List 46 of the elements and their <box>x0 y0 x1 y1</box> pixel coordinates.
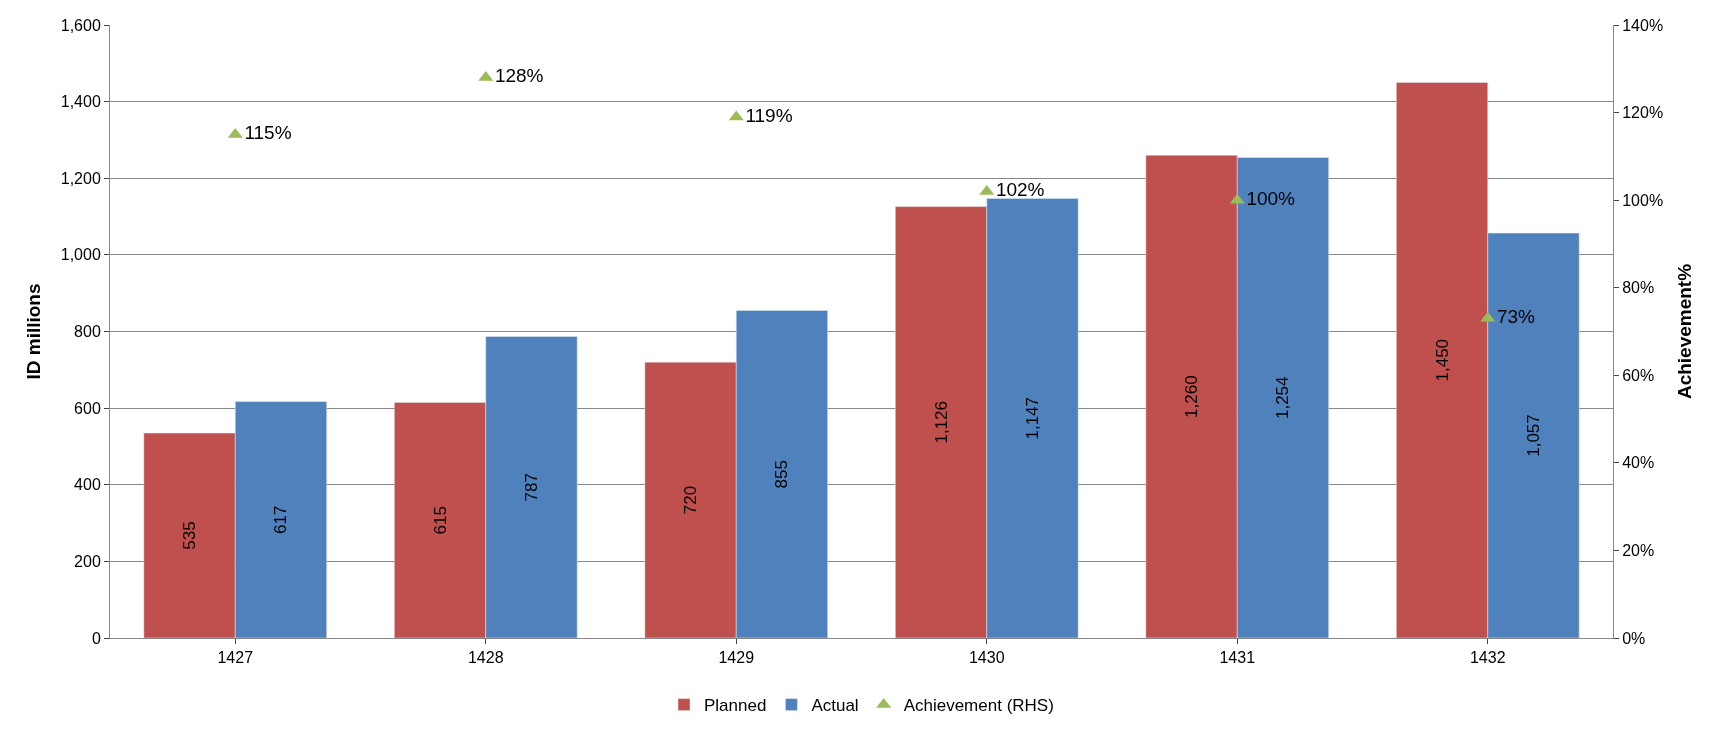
x-tick-label: 1429 <box>718 649 755 667</box>
y2-tick-label: 20% <box>1622 542 1655 560</box>
data-label: 720 <box>681 485 701 515</box>
data-label: 1,126 <box>931 401 951 444</box>
data-label: 617 <box>271 505 291 534</box>
x-tick-label: 1427 <box>217 649 254 667</box>
y2-tick-label: 0% <box>1622 629 1646 647</box>
data-label: 535 <box>180 521 200 550</box>
y-tick-label: 200 <box>74 552 101 570</box>
data-label: 102% <box>995 179 1045 201</box>
data-label: 73% <box>1496 306 1536 328</box>
data-label: 1,057 <box>1523 414 1543 457</box>
y-tick-label: 400 <box>74 476 101 494</box>
y-tick-label: 1,200 <box>60 169 101 187</box>
y-tick-label: 0 <box>91 629 101 647</box>
data-label: 1,450 <box>1432 338 1452 382</box>
legend-label: Planned <box>704 696 767 716</box>
y-tick-label: 1,400 <box>60 93 101 111</box>
x-tick-label: 1428 <box>467 649 504 667</box>
y2-tick-label: 60% <box>1622 366 1655 384</box>
data-label: 119% <box>745 104 793 126</box>
data-label: 128% <box>494 65 544 87</box>
x-tick-label: 1430 <box>968 649 1005 667</box>
y2-tick-label: 120% <box>1622 104 1664 122</box>
y-tick-label: 600 <box>74 399 101 417</box>
y2-tick-label: 80% <box>1622 279 1655 297</box>
y2-tick-label: 40% <box>1622 454 1655 472</box>
data-label: 1,260 <box>1182 375 1202 418</box>
data-label: 787 <box>521 473 541 502</box>
y-tick-label: 1,000 <box>60 246 101 264</box>
x-tick-label: 1432 <box>1469 649 1506 667</box>
data-label: 115% <box>244 122 292 144</box>
legend-label: Actual <box>811 696 859 716</box>
y2-axis-title: Achievement% <box>1673 263 1695 400</box>
data-label: 1,147 <box>1022 397 1042 440</box>
y2-tick-label: 100% <box>1622 191 1664 209</box>
y2-tick-label: 140% <box>1622 16 1664 34</box>
data-label: 1,254 <box>1273 376 1293 420</box>
data-label: 100% <box>1246 187 1296 209</box>
data-label: 615 <box>430 506 450 535</box>
y-tick-label: 800 <box>74 323 101 341</box>
data-label: 855 <box>772 460 792 489</box>
x-tick-label: 1431 <box>1219 649 1256 667</box>
y-axis-title: ID millions <box>22 283 44 380</box>
legend-label: Achievement (RHS) <box>903 696 1054 716</box>
y-tick-label: 1,600 <box>60 16 101 34</box>
